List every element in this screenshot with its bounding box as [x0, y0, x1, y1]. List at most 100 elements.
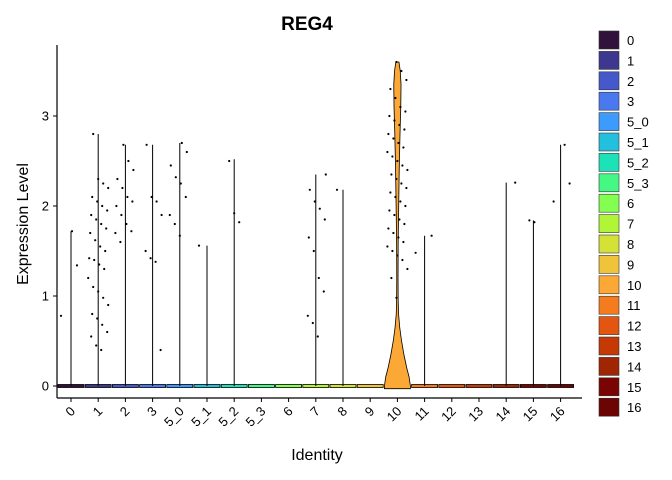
data-point: [393, 119, 396, 122]
data-point: [106, 209, 109, 212]
data-point: [92, 285, 95, 289]
violin-11: [411, 234, 439, 388]
legend-swatch: [598, 132, 620, 152]
legend-swatch: [598, 112, 620, 131]
data-point: [178, 234, 181, 237]
x-tick-label: 3: [144, 404, 160, 420]
violin-base: [356, 384, 384, 388]
data-point: [99, 245, 102, 248]
data-point: [388, 114, 391, 118]
legend-label: 13: [627, 339, 641, 354]
data-point: [430, 234, 433, 237]
y-tick-label: 3: [42, 109, 49, 124]
violin-10: [384, 60, 411, 390]
data-point: [173, 222, 176, 226]
x-tick-label: 5_1: [188, 404, 214, 430]
violin-base: [247, 384, 275, 388]
data-point: [97, 290, 100, 293]
violin-9: [356, 384, 384, 388]
data-point: [132, 168, 135, 172]
data-point: [313, 200, 316, 203]
x-axis: 0 1 2 3 5_0 5_1 5_2 5_3 6 7 8 9 10 11 12 13 14 15 16: [57, 397, 582, 430]
data-point: [155, 200, 158, 203]
legend-item-8: 8: [598, 234, 634, 254]
data-point: [107, 186, 110, 190]
data-point: [390, 173, 393, 176]
legend-label: 5_3: [627, 176, 649, 191]
data-point: [405, 186, 408, 190]
y-axis: 0 1 2 3: [42, 45, 58, 398]
x-tick-label: 8: [334, 404, 350, 420]
data-point: [120, 213, 123, 217]
violin-base: [275, 384, 303, 388]
legend-label: 12: [627, 319, 641, 334]
data-point: [70, 230, 74, 233]
data-point: [568, 182, 571, 185]
violin-13: [465, 384, 493, 388]
legend-item-15: 15: [598, 377, 641, 397]
data-point: [400, 182, 403, 185]
legend-item-5_3: 5_3: [598, 173, 649, 193]
violin-15: [520, 219, 547, 388]
data-point: [400, 69, 403, 73]
x-tick-label: 9: [362, 404, 378, 420]
legend-label: 14: [627, 359, 641, 374]
violin-shape: [384, 61, 411, 390]
legend-label: 0: [627, 33, 634, 48]
data-point: [92, 132, 95, 136]
violin-base: [438, 384, 466, 388]
data-point: [184, 195, 187, 199]
data-point: [335, 188, 339, 191]
data-point: [125, 222, 128, 226]
data-point: [185, 150, 188, 154]
data-point: [389, 87, 392, 91]
data-point: [91, 312, 94, 316]
legend-label: 11: [627, 298, 641, 313]
violin-5_3: [247, 384, 275, 388]
legend-swatch: [598, 214, 620, 233]
data-point: [399, 105, 402, 109]
data-point: [312, 249, 315, 253]
legend-swatch: [598, 234, 620, 254]
data-point: [388, 209, 391, 212]
data-point: [116, 177, 119, 181]
x-tick-label: 15: [520, 404, 541, 425]
data-point: [528, 219, 531, 222]
data-point: [399, 200, 402, 203]
data-point: [397, 236, 400, 239]
data-point: [174, 176, 177, 179]
violin-14: [492, 181, 520, 388]
y-axis-title: Expression Level: [15, 163, 32, 285]
data-point: [405, 78, 408, 82]
data-point: [308, 188, 311, 191]
data-point: [316, 335, 319, 338]
data-point: [122, 143, 125, 146]
data-point: [386, 150, 389, 154]
legend-label: 6: [627, 196, 634, 211]
data-point: [168, 213, 171, 217]
legend-label: 5_0: [627, 115, 649, 130]
legend-item-7: 7: [598, 214, 634, 233]
data-point: [98, 263, 101, 266]
x-tick-label: 10: [384, 404, 405, 425]
data-point: [169, 164, 172, 167]
legend-label: 5_2: [627, 155, 649, 170]
legend-swatch: [598, 153, 620, 172]
legend-item-5_1: 5_1: [598, 132, 649, 152]
data-point: [394, 195, 397, 199]
violin-16: [547, 143, 574, 388]
data-point: [391, 249, 394, 253]
data-point: [179, 182, 182, 185]
data-point: [95, 218, 98, 221]
y-tick-label: 0: [42, 379, 49, 394]
legend-swatch: [598, 193, 620, 213]
data-point: [307, 236, 310, 239]
data-point: [398, 218, 401, 221]
legend-label: 9: [627, 257, 634, 272]
legend-swatch: [598, 336, 620, 356]
data-point: [403, 222, 406, 226]
legend-swatch: [598, 91, 620, 111]
legend-swatch: [598, 173, 620, 193]
legend-item-10: 10: [598, 275, 641, 295]
data-point: [97, 177, 100, 181]
